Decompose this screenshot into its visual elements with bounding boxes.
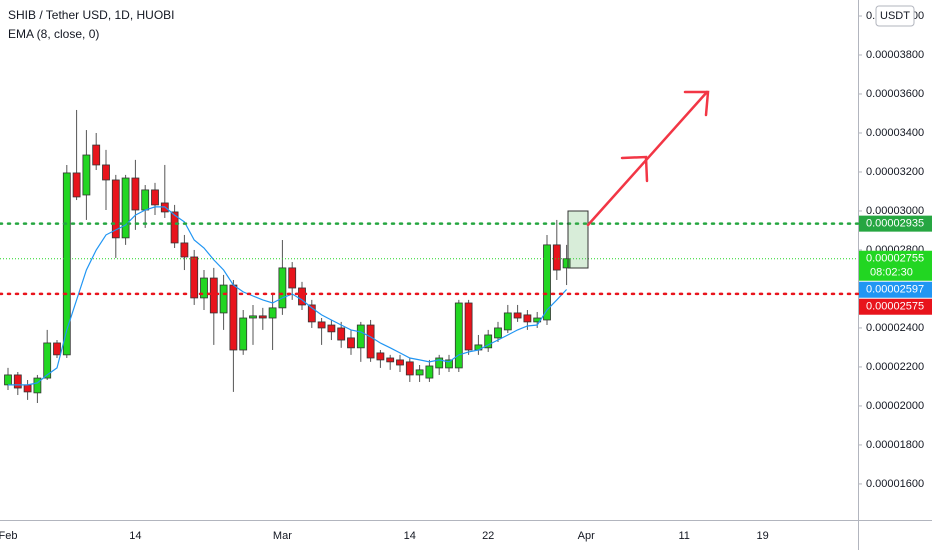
current-price-label-bg bbox=[859, 250, 932, 281]
y-tick-label: 0.00001600 bbox=[866, 478, 924, 490]
y-tick-label: 0.00002200 bbox=[866, 361, 924, 373]
candle-body bbox=[405, 361, 414, 376]
plot-area bbox=[0, 109, 860, 404]
y-tick-label: 0.00003200 bbox=[866, 166, 924, 178]
y-tick-label: 0.00003800 bbox=[866, 49, 924, 61]
candle-body bbox=[288, 267, 297, 289]
candle-body bbox=[141, 189, 150, 211]
candle-body bbox=[307, 304, 316, 323]
candle-body bbox=[415, 369, 424, 376]
y-tick-label: 0.00003000 bbox=[866, 205, 924, 217]
ema-line bbox=[8, 206, 568, 386]
candle-body bbox=[13, 374, 22, 389]
candle-body bbox=[43, 342, 52, 379]
candle-body bbox=[53, 342, 61, 356]
candle-body bbox=[200, 277, 208, 299]
arrow-head-mid bbox=[620, 155, 649, 183]
arrow-head-end bbox=[683, 90, 710, 117]
x-tick-label: Feb bbox=[0, 530, 17, 542]
candle-body bbox=[82, 154, 91, 196]
projection-arrow bbox=[586, 90, 710, 227]
candle-body bbox=[23, 384, 32, 393]
candle-body bbox=[92, 144, 101, 166]
candle-body bbox=[386, 357, 395, 363]
ema-label: 0.00002597 bbox=[866, 284, 924, 296]
chart-title: SHIB / Tether USD, 1D, HUOBI bbox=[8, 8, 175, 22]
candle-body bbox=[151, 189, 159, 206]
candle-body bbox=[425, 365, 434, 379]
candle-body bbox=[356, 324, 365, 349]
candle-body bbox=[337, 327, 346, 341]
currency-label: USDT bbox=[880, 10, 910, 22]
candle-body bbox=[278, 267, 287, 309]
candle-body bbox=[484, 334, 493, 349]
y-tick-label: 0.00001800 bbox=[866, 439, 924, 451]
candle-body bbox=[239, 317, 248, 351]
candle-body bbox=[396, 359, 404, 366]
price-axis: 0.00001600 0.00001800 0.00002000 0.00002200… bbox=[858, 5, 932, 490]
x-tick-label: 14 bbox=[129, 530, 141, 542]
candle-body bbox=[435, 357, 444, 369]
y-tick-label: 0.00003400 bbox=[866, 127, 924, 139]
y-tick-label: 0.00002400 bbox=[866, 322, 924, 334]
indicator-legend: EMA (8, close, 0) bbox=[8, 27, 99, 41]
candle-body bbox=[219, 284, 228, 314]
candle-body bbox=[317, 321, 326, 329]
x-tick-label: 11 bbox=[678, 530, 689, 542]
level-label: 0.00002935 bbox=[866, 218, 924, 230]
candle-body bbox=[347, 337, 355, 349]
candle-body bbox=[298, 287, 306, 306]
candle-body bbox=[376, 352, 385, 361]
candle-body bbox=[258, 315, 267, 319]
candle-body bbox=[209, 277, 218, 314]
y-tick-label: 0.00003600 bbox=[866, 88, 924, 100]
candle-body bbox=[249, 315, 257, 319]
candle-body bbox=[503, 312, 512, 331]
candle-body bbox=[523, 314, 532, 323]
candle-body bbox=[494, 327, 502, 339]
candle-body bbox=[180, 242, 189, 258]
level-label-bg bbox=[859, 298, 932, 315]
x-tick-label: 22 bbox=[482, 530, 494, 542]
candle-body bbox=[327, 324, 336, 333]
candle-body bbox=[445, 359, 453, 369]
candle-body bbox=[454, 302, 463, 369]
candle-body bbox=[543, 244, 551, 321]
candle-body bbox=[552, 244, 561, 271]
currency-badge bbox=[875, 5, 915, 27]
countdown-label: 08:02:30 bbox=[870, 267, 913, 279]
projection-box bbox=[567, 210, 589, 269]
x-tick-label: Mar bbox=[273, 530, 292, 542]
x-tick-label: 14 bbox=[404, 530, 416, 542]
level-label: 0.00002575 bbox=[866, 301, 924, 313]
candle-body bbox=[131, 177, 140, 211]
candle-body bbox=[33, 377, 42, 394]
level-label-bg bbox=[859, 215, 932, 232]
arrow-shaft bbox=[586, 90, 709, 227]
current-price-label: 0.00002755 bbox=[866, 253, 924, 265]
candle-body bbox=[102, 164, 110, 181]
candle-body bbox=[366, 324, 375, 359]
candle-body bbox=[464, 302, 473, 351]
candle-body bbox=[72, 172, 81, 198]
candle-body bbox=[62, 172, 71, 356]
candle-body bbox=[170, 211, 179, 244]
x-tick-label: Apr bbox=[578, 530, 595, 542]
candle-body bbox=[562, 258, 571, 269]
candle-body bbox=[513, 312, 522, 319]
candle-body bbox=[111, 179, 120, 239]
y-tick-label: 0.00002000 bbox=[866, 400, 924, 412]
ema-label-bg bbox=[859, 281, 932, 298]
candle-body bbox=[268, 307, 277, 319]
candle-body bbox=[121, 177, 130, 239]
x-tick-label: 19 bbox=[756, 530, 768, 542]
candle-body bbox=[4, 374, 12, 386]
candle-body bbox=[190, 256, 199, 299]
